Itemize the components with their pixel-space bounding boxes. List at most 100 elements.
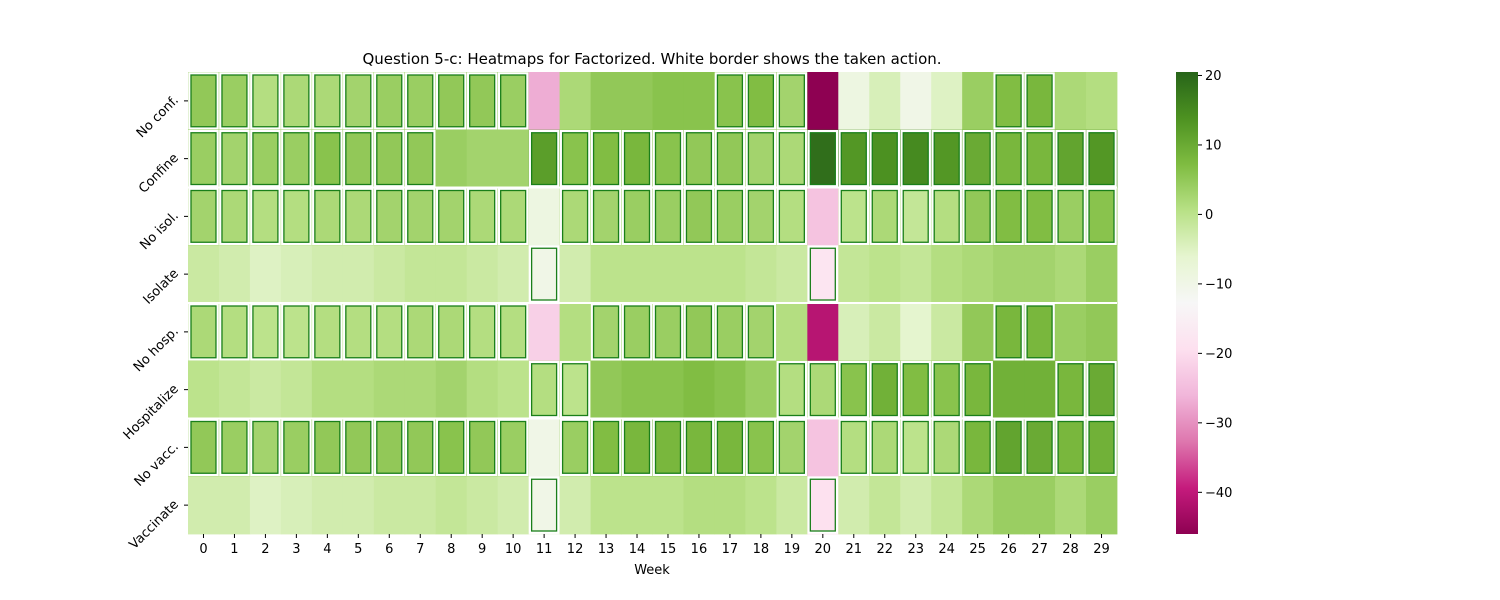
heatmap-cell (838, 418, 870, 477)
taken-action-border (559, 418, 591, 476)
taken-action-inner-border (995, 305, 1022, 359)
taken-action-border (931, 418, 962, 476)
taken-action-inner-border (407, 189, 434, 243)
y-tick-label: No conf. (134, 93, 182, 141)
heatmap-cell (807, 360, 839, 419)
heatmap-cell (993, 476, 1025, 535)
taken-action-inner-border (283, 74, 310, 128)
heatmap-cell (435, 476, 468, 535)
heatmap-cell (497, 360, 530, 419)
heatmap-cell (342, 72, 375, 131)
heatmap-cell (466, 72, 499, 131)
colorbar-tick-label: −30 (1205, 416, 1232, 431)
heatmap-cell (528, 245, 560, 304)
taken-action-inner-border (902, 420, 929, 474)
taken-action-border (962, 418, 993, 476)
taken-action-inner-border (221, 305, 248, 359)
heatmap-cell (869, 360, 901, 419)
heatmap-cell (218, 418, 251, 477)
heatmap-cell (900, 187, 932, 246)
heatmap-cell (404, 303, 437, 362)
heatmap-cell (962, 476, 994, 535)
taken-action-border (374, 303, 405, 361)
taken-action-border (188, 418, 219, 476)
heatmap-cell (528, 187, 560, 246)
heatmap-cell (188, 303, 220, 362)
taken-action-inner-border (1057, 189, 1084, 243)
x-tick-label: 17 (722, 542, 739, 557)
heatmap-cells (188, 72, 1118, 535)
colorbar-gradient-bar (1176, 72, 1198, 534)
taken-action-border (312, 187, 343, 245)
taken-action-border (621, 130, 653, 188)
taken-action-border (250, 72, 281, 130)
x-tick-label: 29 (1093, 542, 1110, 557)
taken-action-border (869, 130, 900, 188)
group-separators (188, 186, 1117, 420)
heatmap-cell (218, 476, 251, 535)
x-tick-label: 23 (907, 542, 924, 557)
taken-action-border (993, 187, 1024, 245)
heatmap-cell (590, 303, 622, 362)
taken-action-inner-border (623, 132, 651, 186)
heatmap-cell (931, 476, 963, 535)
taken-action-border (312, 303, 343, 361)
heatmap-cell (373, 129, 406, 188)
heatmap-cell (280, 129, 313, 188)
heatmap-cell (342, 129, 375, 188)
heatmap-cell (714, 72, 746, 131)
heatmap-cell (1086, 129, 1118, 188)
taken-action-border (590, 303, 622, 361)
taken-action-inner-border (1026, 132, 1053, 186)
heatmap-cell (188, 418, 220, 477)
taken-action-border (374, 72, 405, 130)
taken-action-border (714, 187, 746, 245)
heatmap-cell (1055, 360, 1087, 419)
taken-action-inner-border (252, 420, 279, 474)
taken-action-border (435, 418, 467, 476)
colorbar-tick-label: −10 (1205, 277, 1232, 292)
taken-action-inner-border (995, 132, 1022, 186)
y-axis: No conf. Confine No isol. Isolate No hosp. Ho… (121, 93, 188, 553)
heatmap-cell (497, 245, 530, 304)
heatmap-cell (1024, 245, 1056, 304)
x-tick-label: 28 (1062, 542, 1079, 557)
taken-action-inner-border (840, 420, 867, 474)
taken-action-inner-border (469, 74, 496, 128)
heatmap-cell (962, 245, 994, 304)
taken-action-border (281, 187, 312, 245)
y-tick-label: Isolate (141, 266, 182, 307)
heatmap-cell (466, 418, 499, 477)
taken-action-inner-border (778, 132, 805, 186)
heatmap-cell (590, 360, 622, 419)
heatmap-cell (807, 418, 839, 477)
taken-action-inner-border (964, 363, 991, 417)
taken-action-border (621, 303, 653, 361)
heatmap-cell (342, 245, 375, 304)
heatmap-cell (559, 187, 591, 246)
taken-action-inner-border (747, 420, 775, 474)
heatmap-cell (559, 476, 591, 535)
heatmap-cell (776, 187, 808, 246)
taken-action-inner-border (561, 189, 589, 243)
heatmap-cell (714, 187, 746, 246)
heatmap-cell (342, 360, 375, 419)
heatmap-cell (776, 418, 808, 477)
heatmap-cell (528, 360, 560, 419)
heatmap-cell (683, 360, 715, 419)
heatmap-cell (373, 418, 406, 477)
heatmap-cell (869, 187, 901, 246)
heatmap-cell (311, 187, 344, 246)
taken-action-inner-border (654, 189, 682, 243)
heatmap-cell (1024, 72, 1056, 131)
taken-action-border (405, 130, 436, 188)
heatmap-cell (559, 360, 591, 419)
x-axis: 0 1 2 3 4 5 6 7 8 9 10 11 12 13 14 15 16 17 18 19 20 21 22 23 24… (199, 534, 1110, 557)
heatmap-cell (621, 476, 653, 535)
heatmap-cell (714, 476, 746, 535)
heatmap-cell (745, 360, 777, 419)
x-tick-label: 9 (478, 542, 486, 557)
heatmap-cell (559, 72, 591, 131)
heatmap-cell (776, 72, 808, 131)
